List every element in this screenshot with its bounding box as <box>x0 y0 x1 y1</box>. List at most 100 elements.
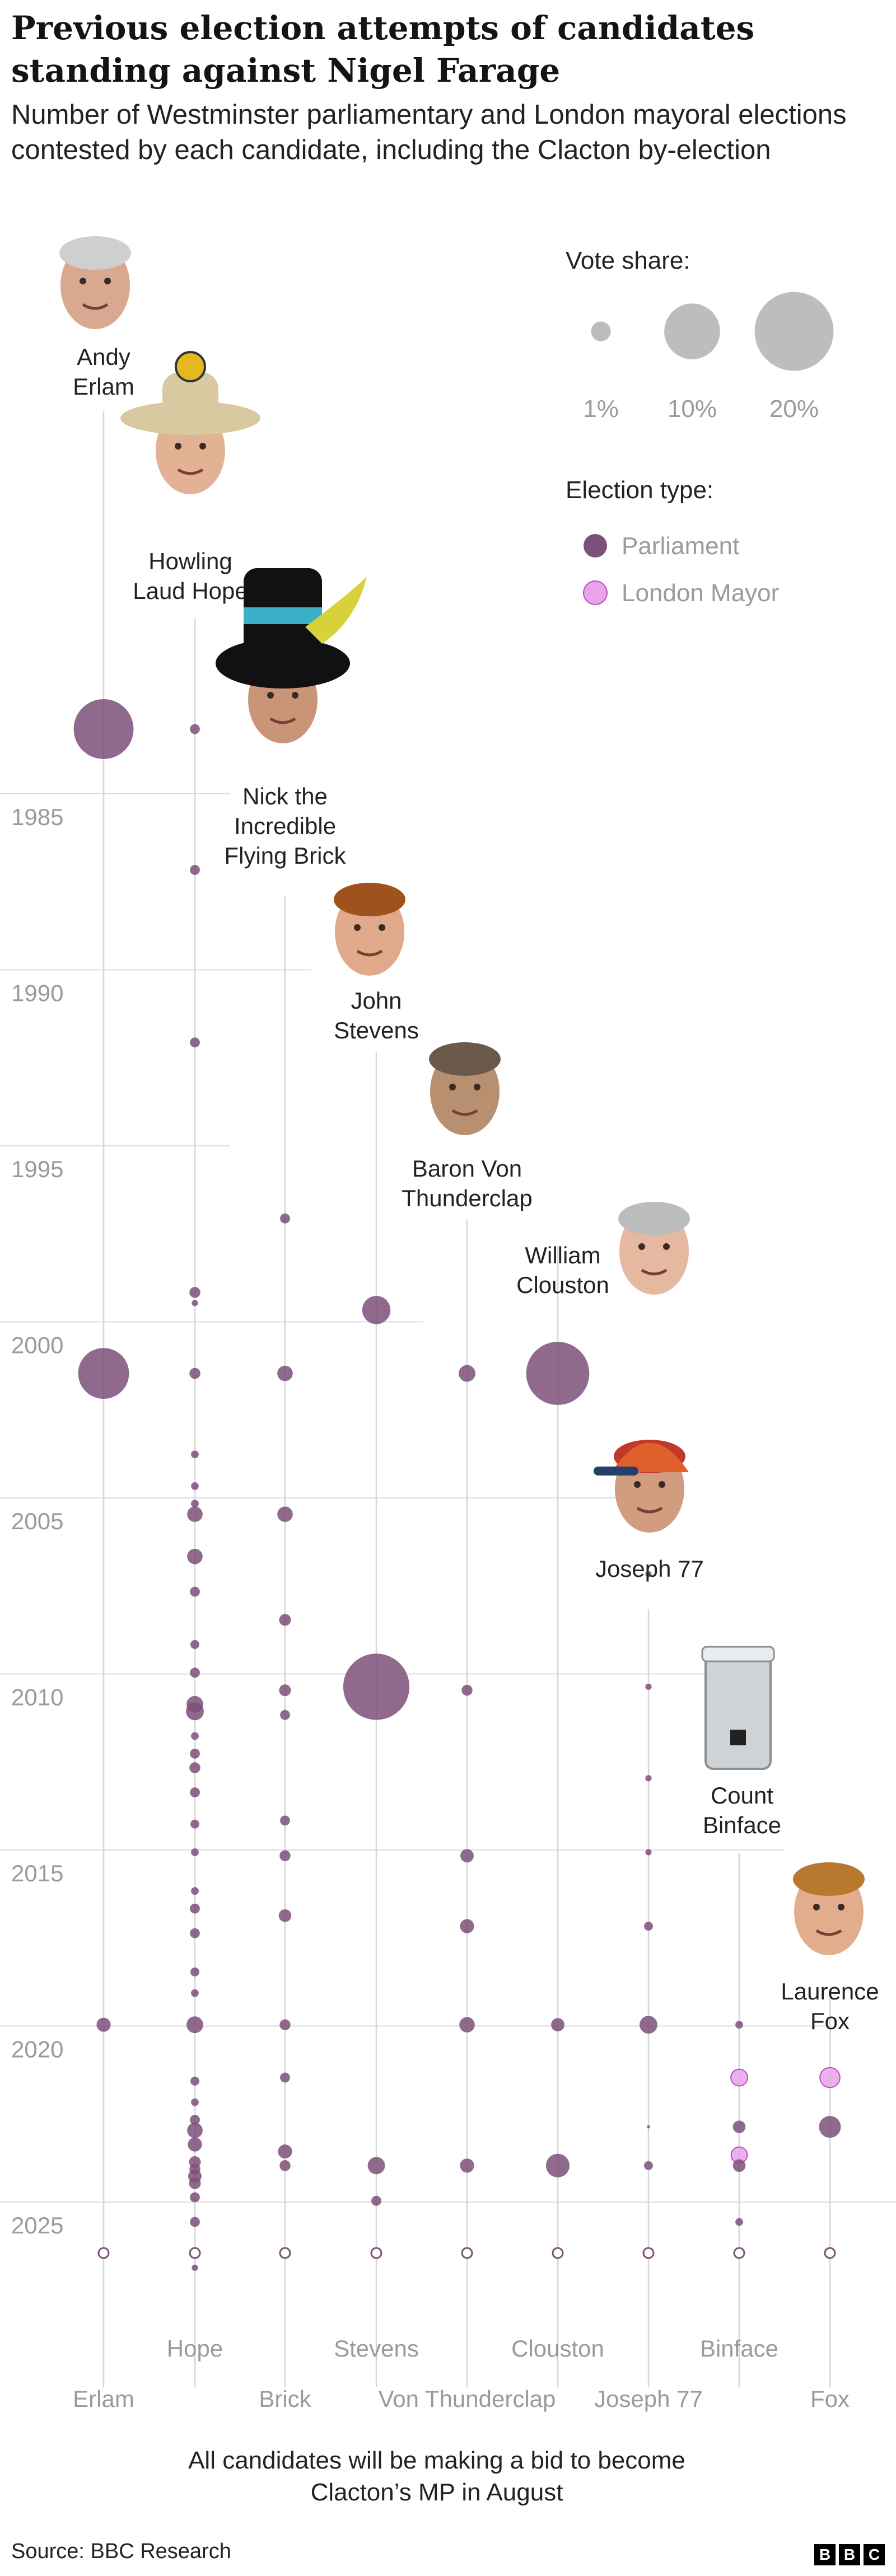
parliament-election-dot <box>190 2217 200 2227</box>
election-dots <box>73 699 841 2271</box>
parliament-election-dot <box>279 1684 291 1697</box>
candidate-axis-label: Fox <box>810 2386 850 2412</box>
chart-title: Previous election attempts of candidates… <box>11 9 755 90</box>
parliament-election-dot <box>459 2017 475 2033</box>
parliament-election-dot <box>78 1348 129 1399</box>
candidate-name-label: Andy Erlam <box>73 344 134 400</box>
william-clouston-photo-icon <box>618 1202 690 1295</box>
legend-size-circle <box>591 321 611 341</box>
parliament-election-dot <box>280 1213 290 1224</box>
year-tick-label: 2000 <box>11 1332 63 1359</box>
candidate-axis-label: Clouston <box>511 2335 604 2362</box>
parliament-election-dot <box>279 1614 291 1626</box>
parliament-election-dot <box>190 2076 199 2086</box>
bbc-logo-letter: B <box>814 2544 836 2565</box>
candidate-name-label: William Clouston <box>516 1242 609 1298</box>
parliament-election-dot <box>191 1989 199 1997</box>
bbc-logo-letter: C <box>864 2544 885 2565</box>
parliament-election-dot <box>640 2016 657 2034</box>
parliament-election-dot <box>187 1548 203 1565</box>
parliament-election-dot <box>460 1919 474 1933</box>
parliament-election-dot <box>190 1668 200 1678</box>
parliament-election-dot <box>279 2019 291 2030</box>
parliament-election-dot <box>278 2144 292 2159</box>
parliament-election-dot <box>191 2098 199 2106</box>
parliament-election-dot <box>280 1709 290 1720</box>
legend-size-circle <box>664 303 720 359</box>
legend-type-label: Parliament <box>622 532 739 560</box>
parliament-election-dot <box>526 1342 590 1405</box>
year-tick-label: 2020 <box>11 2036 63 2063</box>
parliament-election-dot <box>459 1365 475 1382</box>
candidate-name-label: John Stevens <box>334 987 419 1043</box>
parliament-election-dot <box>644 1922 653 1931</box>
candidate-name-label: Howling Laud Hope <box>133 548 248 604</box>
clacton-by-election-marker <box>189 2247 201 2259</box>
parliament-election-dot <box>189 1287 200 1298</box>
parliament-election-dot <box>190 1037 200 1048</box>
parliament-election-dot <box>73 699 134 759</box>
parliament-election-dot <box>190 724 200 734</box>
count-binface-photo-icon <box>701 1646 775 1770</box>
parliament-election-dot <box>279 2160 291 2171</box>
legend-size-label: 1% <box>583 395 619 423</box>
year-tick-label: 2005 <box>11 1508 63 1534</box>
parliament-election-dot <box>280 1815 290 1826</box>
parliament-election-dot <box>190 1967 199 1977</box>
parliament-election-dot <box>732 2159 746 2172</box>
parliament-election-dot <box>735 2021 743 2029</box>
mayor-election-dot <box>819 2067 841 2088</box>
year-tick-label: 1985 <box>11 804 63 830</box>
year-tick-label: 1995 <box>11 1156 63 1182</box>
clacton-by-election-marker <box>461 2247 473 2259</box>
parliament-election-dot <box>735 2218 743 2226</box>
baron-von-thunderclap-photo-icon <box>429 1042 501 1135</box>
candidate-axis-label: Erlam <box>73 2386 134 2412</box>
parliament-election-dot <box>191 1887 199 1895</box>
parliament-election-dot <box>279 1850 291 1862</box>
candidate-name-label: Count Binface <box>703 1782 781 1838</box>
parliament-election-dot <box>189 1762 200 1773</box>
parliament-election-dot <box>277 1365 293 1381</box>
parliament-election-dot <box>191 1482 199 1490</box>
clacton-by-election-marker <box>97 2247 110 2259</box>
parliament-election-dot <box>190 1819 199 1829</box>
parliament-election-dot <box>188 2137 202 2152</box>
year-tick-label: 2025 <box>11 2212 63 2238</box>
clacton-by-election-marker <box>279 2247 291 2259</box>
parliament-election-dot <box>460 2158 474 2173</box>
parliament-election-dot <box>545 2153 570 2177</box>
candidate-labels: Andy Erlam Erlam Howling Laud Hope Hope Nick t… <box>59 236 879 2412</box>
parliament-election-dot <box>371 2195 381 2206</box>
bbc-logo-letter: B <box>839 2544 860 2565</box>
parliament-election-dot <box>192 1300 198 1306</box>
parliament-election-dot <box>191 1500 199 1508</box>
parliament-election-dot <box>645 1571 652 1577</box>
candidate-name-label: Baron Von Thunderclap <box>402 1155 532 1211</box>
candidate-stems <box>102 411 831 2387</box>
parliament-election-dot <box>644 2161 653 2170</box>
candidate-name-label: Joseph 77 <box>595 1556 704 1582</box>
parliament-election-dot <box>187 1506 203 1522</box>
parliament-election-dot <box>186 2016 203 2034</box>
legend: Vote share: 1% 10% 20% Election type: Parliam… <box>566 247 834 607</box>
legend-size-circle <box>754 292 834 371</box>
andy-erlam-photo-icon <box>59 236 131 329</box>
parliament-election-dot <box>187 2123 203 2138</box>
mayor-election-dot <box>730 2068 748 2087</box>
year-tick-label: 2010 <box>11 1684 63 1711</box>
parliament-election-dot <box>96 2017 111 2032</box>
parliament-election-dot <box>190 2115 200 2125</box>
parliament-election-dot <box>190 1748 200 1759</box>
candidate-axis-label: Von Thunderclap <box>379 2386 556 2412</box>
parliament-election-dot <box>189 2177 201 2189</box>
parliament-election-dot <box>647 2125 650 2129</box>
candidate-name-label: Laurence Fox <box>781 1978 879 2034</box>
legend-size-title: Vote share: <box>566 247 690 274</box>
john-stevens-photo-icon <box>334 883 405 976</box>
legend-type-label: London Mayor <box>622 579 779 607</box>
candidate-name-label: Nick the Incredible Flying Brick <box>224 783 346 869</box>
chart-subtitle: Number of Westminster parliamentary and … <box>11 100 847 165</box>
parliament-election-dot <box>362 1296 391 1324</box>
